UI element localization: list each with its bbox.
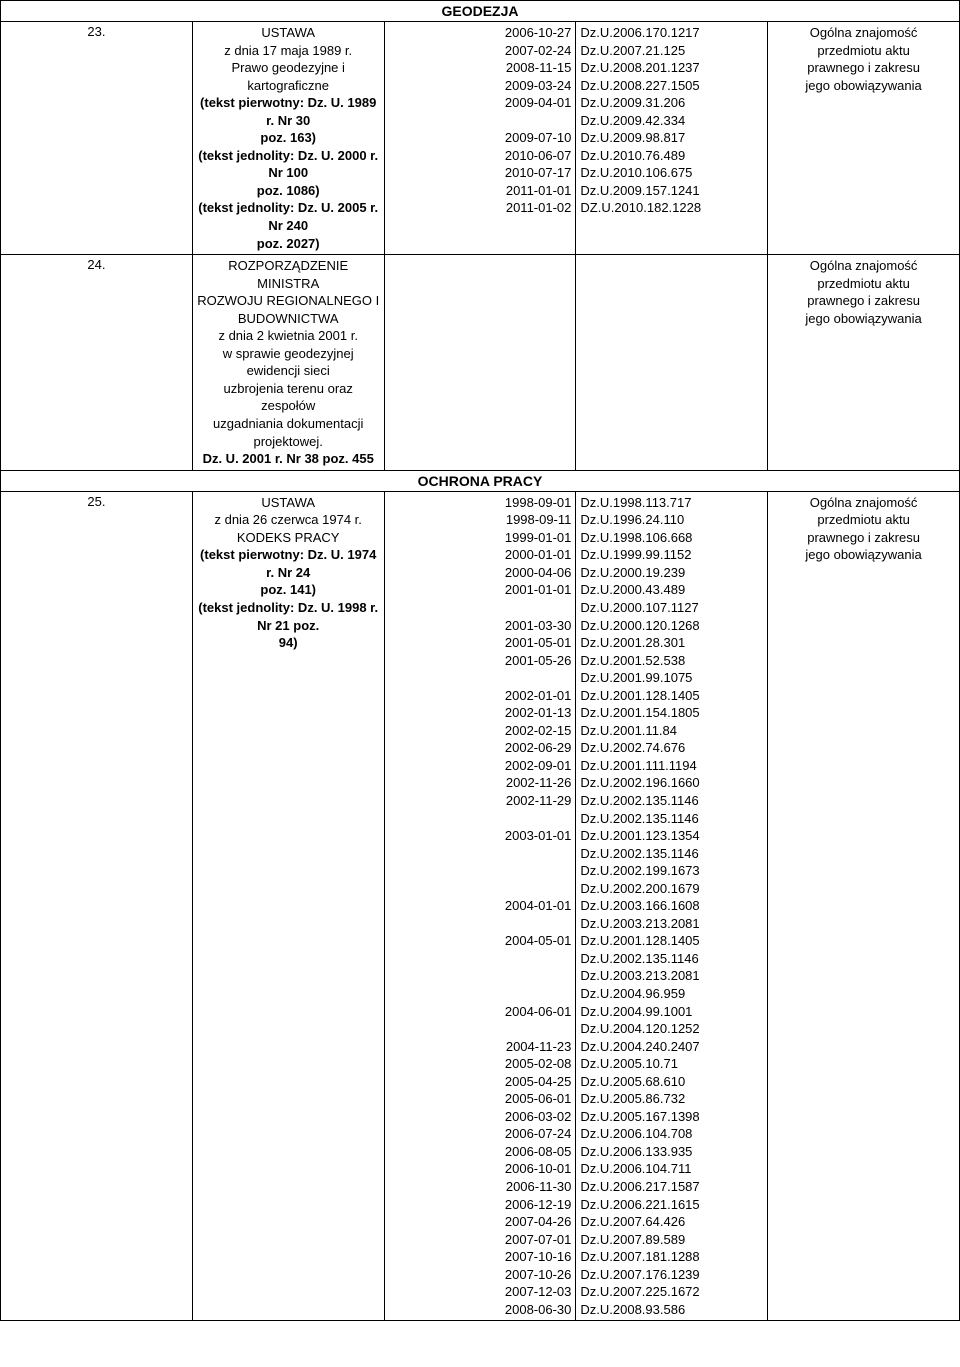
act-title: USTAWA z dnia 26 czerwca 1974 r. KODEKS … (192, 491, 384, 1321)
section-header-geodezja: GEODEZJA (1, 1, 960, 22)
title-line: z dnia 17 maja 1989 r. (197, 42, 380, 60)
title-line: poz. 163) (197, 129, 380, 147)
title-line: Dz. U. 2001 r. Nr 38 poz. 455 (197, 450, 380, 468)
note-line: prawnego i zakresu (772, 292, 955, 310)
title-line: w sprawie geodezyjnej ewidencji sieci (197, 345, 380, 380)
title-line: Prawo geodezyjne i kartograficzne (197, 59, 380, 94)
note-line: prawnego i zakresu (772, 59, 955, 77)
row-number: 23. (1, 22, 193, 255)
dates-column: 1998-09-01 1998-09-11 1999-01-01 2000-01… (384, 491, 576, 1321)
title-line: (tekst jednolity: Dz. U. 2000 r. Nr 100 (197, 147, 380, 182)
note-line: Ogólna znajomość (772, 257, 955, 275)
note-line: jego obowiązywania (772, 546, 955, 564)
refs-column: Dz.U.1998.113.717 Dz.U.1996.24.110 Dz.U.… (576, 491, 768, 1321)
title-line: 94) (197, 634, 380, 652)
title-line: poz. 141) (197, 581, 380, 599)
title-line: poz. 2027) (197, 235, 380, 253)
dates-list: 2006-10-27 2007-02-24 2008-11-15 2009-03… (389, 24, 572, 217)
refs-column: Dz.U.2006.170.1217 Dz.U.2007.21.125 Dz.U… (576, 22, 768, 255)
table-row: 25. USTAWA z dnia 26 czerwca 1974 r. KOD… (1, 491, 960, 1321)
title-line: BUDOWNICTWA (197, 310, 380, 328)
note-line: Ogólna znajomość (772, 494, 955, 512)
dates-column: 2006-10-27 2007-02-24 2008-11-15 2009-03… (384, 22, 576, 255)
refs-column (576, 255, 768, 471)
dates-list: 1998-09-01 1998-09-11 1999-01-01 2000-01… (389, 494, 572, 1319)
note-line: jego obowiązywania (772, 77, 955, 95)
title-line: KODEKS PRACY (197, 529, 380, 547)
title-line: ROZWOJU REGIONALNEGO I (197, 292, 380, 310)
table-row: 23. USTAWA z dnia 17 maja 1989 r. Prawo … (1, 22, 960, 255)
note-column: Ogólna znajomość przedmiotu aktu prawneg… (768, 255, 960, 471)
title-line: uzbrojenia terenu oraz zespołów (197, 380, 380, 415)
refs-list: Dz.U.2006.170.1217 Dz.U.2007.21.125 Dz.U… (580, 24, 763, 217)
title-line: (tekst pierwotny: Dz. U. 1989 r. Nr 30 (197, 94, 380, 129)
note-line: przedmiotu aktu (772, 42, 955, 60)
title-line: USTAWA (197, 24, 380, 42)
title-line: poz. 1086) (197, 182, 380, 200)
title-line: (tekst jednolity: Dz. U. 2005 r. Nr 240 (197, 199, 380, 234)
note-line: przedmiotu aktu (772, 275, 955, 293)
title-line: uzgadniania dokumentacji projektowej. (197, 415, 380, 450)
title-line: (tekst pierwotny: Dz. U. 1974 r. Nr 24 (197, 546, 380, 581)
title-line: USTAWA (197, 494, 380, 512)
note-column: Ogólna znajomość przedmiotu aktu prawneg… (768, 22, 960, 255)
act-title: USTAWA z dnia 17 maja 1989 r. Prawo geod… (192, 22, 384, 255)
note-line: przedmiotu aktu (772, 511, 955, 529)
table-row: 24. ROZPORZĄDZENIE MINISTRA ROZWOJU REGI… (1, 255, 960, 471)
title-line: z dnia 26 czerwca 1974 r. (197, 511, 380, 529)
refs-list: Dz.U.1998.113.717 Dz.U.1996.24.110 Dz.U.… (580, 494, 763, 1319)
title-line: (tekst jednolity: Dz. U. 1998 r. Nr 21 p… (197, 599, 380, 634)
row-number: 25. (1, 491, 193, 1321)
act-title: ROZPORZĄDZENIE MINISTRA ROZWOJU REGIONAL… (192, 255, 384, 471)
section-header-ochrona: OCHRONA PRACY (1, 470, 960, 491)
note-line: Ogólna znajomość (772, 24, 955, 42)
title-line: ROZPORZĄDZENIE MINISTRA (197, 257, 380, 292)
legal-acts-table: GEODEZJA 23. USTAWA z dnia 17 maja 1989 … (0, 0, 960, 1321)
row-number: 24. (1, 255, 193, 471)
title-line: z dnia 2 kwietnia 2001 r. (197, 327, 380, 345)
dates-column (384, 255, 576, 471)
note-column: Ogólna znajomość przedmiotu aktu prawneg… (768, 491, 960, 1321)
note-line: jego obowiązywania (772, 310, 955, 328)
note-line: prawnego i zakresu (772, 529, 955, 547)
